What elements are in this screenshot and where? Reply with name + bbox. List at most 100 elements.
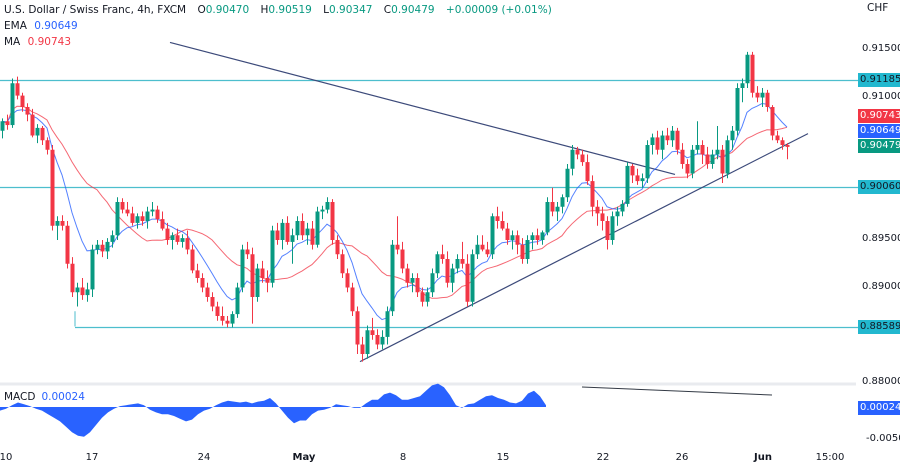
- macd-area[interactable]: [0, 383, 546, 437]
- candle-body[interactable]: [660, 135, 665, 150]
- candle-body[interactable]: [275, 230, 280, 241]
- candle-body[interactable]: [605, 221, 610, 240]
- candle-body[interactable]: [395, 244, 400, 250]
- candle-body[interactable]: [75, 287, 80, 293]
- candle-body[interactable]: [350, 287, 355, 312]
- candle-body[interactable]: [375, 335, 380, 345]
- candle-body[interactable]: [595, 206, 600, 214]
- candle-body[interactable]: [405, 268, 410, 283]
- candle-body[interactable]: [45, 140, 50, 150]
- candle-body[interactable]: [580, 154, 585, 163]
- candle-body[interactable]: [170, 235, 175, 240]
- candle-body[interactable]: [460, 259, 465, 264]
- candle-body[interactable]: [695, 145, 700, 150]
- candle-body[interactable]: [560, 197, 565, 207]
- candle-body[interactable]: [525, 240, 530, 259]
- candle-body[interactable]: [270, 230, 275, 283]
- candle-body[interactable]: [300, 221, 305, 236]
- candle-body[interactable]: [740, 83, 745, 88]
- candle-body[interactable]: [15, 83, 20, 96]
- candle-body[interactable]: [30, 114, 35, 136]
- candle-body[interactable]: [510, 235, 515, 240]
- candle-body[interactable]: [175, 235, 180, 242]
- candle-body[interactable]: [340, 254, 345, 274]
- candle-body[interactable]: [55, 221, 60, 226]
- candle-body[interactable]: [235, 287, 240, 315]
- candle-body[interactable]: [265, 278, 270, 283]
- candle-body[interactable]: [335, 240, 340, 255]
- candle-body[interactable]: [150, 209, 155, 212]
- candle-body[interactable]: [770, 107, 775, 136]
- candle-body[interactable]: [430, 273, 435, 293]
- candle-body[interactable]: [280, 222, 285, 240]
- candle-body[interactable]: [85, 289, 90, 296]
- candle-body[interactable]: [515, 235, 520, 245]
- candle-body[interactable]: [125, 209, 130, 214]
- candle-body[interactable]: [250, 254, 255, 297]
- ma-row[interactable]: MA 0.90743: [4, 36, 72, 48]
- candle-body[interactable]: [440, 254, 445, 259]
- candle-body[interactable]: [760, 92, 765, 98]
- candle-body[interactable]: [750, 54, 755, 93]
- candle-body[interactable]: [155, 209, 160, 220]
- candle-body[interactable]: [325, 202, 330, 210]
- candle-body[interactable]: [355, 311, 360, 345]
- ema-row[interactable]: EMA 0.90649: [4, 20, 78, 32]
- candle-body[interactable]: [785, 145, 790, 147]
- candle-body[interactable]: [40, 127, 45, 141]
- candle-body[interactable]: [180, 238, 185, 242]
- candle-body[interactable]: [105, 241, 110, 252]
- candle-body[interactable]: [90, 249, 95, 290]
- candle-body[interactable]: [135, 216, 140, 223]
- macd-legend[interactable]: MACD 0.00024: [4, 391, 85, 403]
- candle-body[interactable]: [680, 149, 685, 164]
- candle-body[interactable]: [330, 202, 335, 240]
- candle-body[interactable]: [715, 149, 720, 155]
- candle-body[interactable]: [610, 216, 615, 240]
- candle-body[interactable]: [505, 228, 510, 240]
- candle-body[interactable]: [345, 273, 350, 288]
- candle-body[interactable]: [190, 249, 195, 271]
- candle-body[interactable]: [50, 149, 55, 226]
- candle-body[interactable]: [415, 278, 420, 293]
- candle-body[interactable]: [5, 121, 10, 126]
- candle-body[interactable]: [520, 244, 525, 259]
- candle-body[interactable]: [365, 330, 370, 354]
- candle-body[interactable]: [565, 168, 570, 198]
- candle-body[interactable]: [305, 228, 310, 236]
- candle-body[interactable]: [465, 263, 470, 302]
- candle-body[interactable]: [20, 95, 25, 107]
- candle-body[interactable]: [115, 202, 120, 236]
- candle-body[interactable]: [70, 263, 75, 293]
- candle-body[interactable]: [380, 336, 385, 345]
- candle-body[interactable]: [600, 213, 605, 221]
- candle-body[interactable]: [700, 145, 705, 155]
- candle-body[interactable]: [730, 130, 735, 141]
- candle-body[interactable]: [495, 216, 500, 221]
- candle-body[interactable]: [425, 292, 430, 302]
- candle-body[interactable]: [650, 137, 655, 145]
- candle-body[interactable]: [185, 238, 190, 250]
- candle-body[interactable]: [590, 181, 595, 207]
- candle-body[interactable]: [445, 259, 450, 283]
- candle-body[interactable]: [295, 221, 300, 236]
- candle-body[interactable]: [455, 259, 460, 269]
- candle-body[interactable]: [230, 314, 235, 324]
- candle-body[interactable]: [470, 254, 475, 302]
- candle-body[interactable]: [260, 268, 265, 279]
- candle-body[interactable]: [160, 219, 165, 229]
- candle-body[interactable]: [570, 149, 575, 169]
- candle-body[interactable]: [225, 320, 230, 324]
- candle-body[interactable]: [205, 287, 210, 298]
- candle-body[interactable]: [315, 211, 320, 245]
- candle-body[interactable]: [745, 54, 750, 84]
- candle-body[interactable]: [95, 244, 100, 250]
- candle-body[interactable]: [110, 235, 115, 242]
- candle-body[interactable]: [710, 154, 715, 165]
- candle-body[interactable]: [0, 121, 5, 131]
- candle-body[interactable]: [410, 278, 415, 283]
- candle-body[interactable]: [385, 311, 390, 337]
- candle-body[interactable]: [615, 211, 620, 217]
- candle-body[interactable]: [625, 165, 630, 204]
- candle-body[interactable]: [485, 249, 490, 255]
